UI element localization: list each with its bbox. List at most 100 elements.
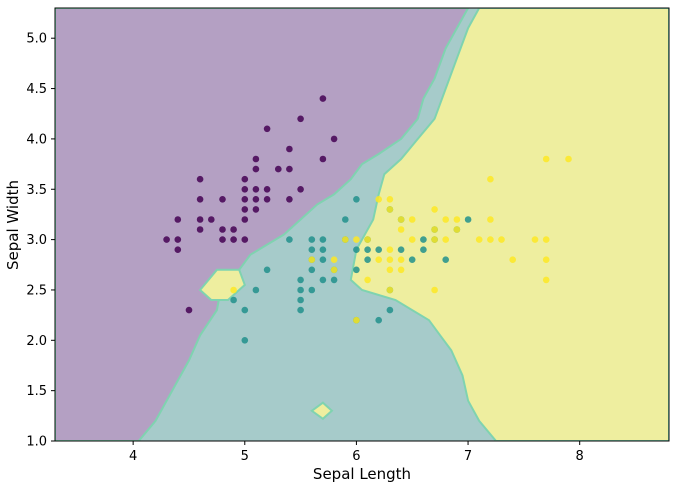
data-point-class-2-1 [308, 256, 316, 264]
data-point-class-1-22 [342, 216, 349, 223]
x-tick-label: 8 [576, 449, 584, 464]
data-point-class-1-15 [319, 276, 327, 284]
data-point-class-0-35 [319, 155, 327, 163]
data-point-class-2-37 [531, 236, 539, 243]
data-point-class-2-11 [386, 286, 394, 294]
data-point-class-0-3 [174, 216, 182, 223]
data-point-class-2-26 [431, 206, 438, 213]
y-tick-label: 3.0 [26, 233, 47, 248]
data-point-class-0-5 [196, 226, 204, 233]
data-point-class-1-7 [297, 296, 304, 304]
data-point-class-2-15 [386, 206, 394, 213]
data-point-class-2-38 [542, 276, 550, 284]
data-point-class-0-17 [241, 206, 249, 213]
plot-area [55, 8, 669, 441]
data-point-class-0-23 [252, 186, 260, 193]
data-point-class-1-42 [442, 256, 450, 264]
data-point-class-2-14 [386, 246, 394, 253]
data-point-class-2-20 [397, 216, 405, 223]
data-point-class-1-1 [241, 337, 249, 344]
data-point-class-0-10 [219, 236, 226, 243]
data-point-class-2-30 [453, 216, 461, 223]
data-point-class-2-16 [386, 196, 394, 203]
x-tick-label: 6 [352, 449, 360, 464]
data-point-class-0-9 [208, 216, 215, 223]
data-point-class-2-7 [364, 276, 371, 284]
data-point-class-0-0 [163, 236, 170, 243]
data-point-class-1-28 [364, 246, 371, 253]
data-point-class-0-21 [252, 206, 260, 213]
data-point-class-1-4 [263, 266, 271, 274]
data-point-class-2-5 [353, 316, 360, 324]
data-point-class-0-26 [263, 196, 271, 203]
data-point-class-0-16 [241, 216, 249, 223]
data-point-class-0-7 [196, 196, 204, 203]
data-point-class-0-33 [297, 186, 304, 193]
data-point-class-2-33 [487, 216, 494, 223]
data-point-class-1-31 [375, 246, 383, 253]
data-point-class-2-31 [475, 236, 483, 243]
data-point-class-2-39 [542, 256, 550, 264]
data-point-class-2-28 [442, 216, 450, 223]
data-point-class-2-24 [431, 236, 438, 243]
data-point-class-1-44 [464, 216, 472, 223]
data-point-class-2-17 [397, 266, 405, 274]
data-point-class-1-5 [286, 236, 293, 243]
data-point-class-0-29 [275, 165, 282, 173]
y-tick-label: 4.0 [26, 132, 47, 147]
data-point-class-2-12 [386, 266, 394, 274]
data-point-class-1-25 [353, 246, 360, 253]
data-point-class-0-34 [297, 115, 304, 123]
data-point-class-2-10 [375, 196, 383, 203]
data-point-class-0-31 [286, 165, 293, 173]
data-point-class-2-8 [364, 236, 371, 243]
data-point-class-2-6 [353, 236, 360, 243]
data-point-class-1-10 [308, 286, 316, 294]
data-point-class-0-25 [252, 155, 260, 163]
data-point-class-1-16 [319, 256, 327, 264]
data-point-class-0-6 [196, 216, 204, 223]
y-tick-label: 3.5 [26, 183, 47, 198]
data-point-class-2-32 [487, 236, 494, 243]
data-point-class-1-39 [420, 236, 427, 243]
data-point-class-0-1 [174, 236, 182, 243]
data-point-class-1-6 [297, 306, 304, 314]
data-point-class-1-17 [319, 246, 327, 253]
y-tick-label: 5.0 [26, 32, 47, 47]
data-point-class-0-22 [252, 196, 260, 203]
data-point-class-2-41 [542, 155, 550, 163]
data-point-class-1-35 [397, 246, 405, 253]
data-point-class-2-18 [397, 256, 405, 264]
x-tick-label: 7 [464, 449, 472, 464]
y-tick-label: 1.5 [26, 384, 47, 399]
data-point-class-2-21 [408, 236, 416, 243]
data-point-class-2-27 [442, 236, 450, 243]
data-point-class-2-0 [230, 286, 237, 294]
data-point-class-0-15 [241, 236, 249, 243]
data-point-class-0-12 [219, 196, 226, 203]
data-point-class-0-37 [330, 135, 338, 143]
y-axis-label: Sepal Width [4, 180, 22, 270]
data-point-class-2-42 [565, 155, 572, 163]
data-point-class-2-35 [498, 236, 505, 243]
data-point-class-2-2 [330, 266, 338, 274]
data-point-class-0-27 [263, 186, 271, 193]
data-point-class-1-9 [297, 276, 304, 284]
data-point-class-0-18 [241, 196, 249, 203]
data-point-class-1-30 [375, 316, 383, 324]
data-point-class-1-27 [364, 256, 371, 264]
data-point-class-1-32 [386, 306, 394, 314]
data-point-class-2-23 [431, 286, 438, 294]
x-tick-label: 5 [241, 449, 249, 464]
y-tick-label: 4.5 [26, 82, 47, 97]
data-point-class-1-3 [252, 286, 260, 294]
decision-region-island-small [310, 401, 334, 421]
data-point-class-2-9 [375, 256, 383, 264]
y-tick-label: 2.5 [26, 283, 47, 298]
scatter-points [163, 95, 572, 344]
data-point-class-2-40 [542, 236, 550, 243]
y-tick-label: 2.0 [26, 334, 47, 349]
data-point-class-1-18 [319, 236, 327, 243]
y-axis: 1.0 1.5 2.0 2.5 3.0 3.5 4.0 4.5 5.0 [26, 32, 55, 450]
